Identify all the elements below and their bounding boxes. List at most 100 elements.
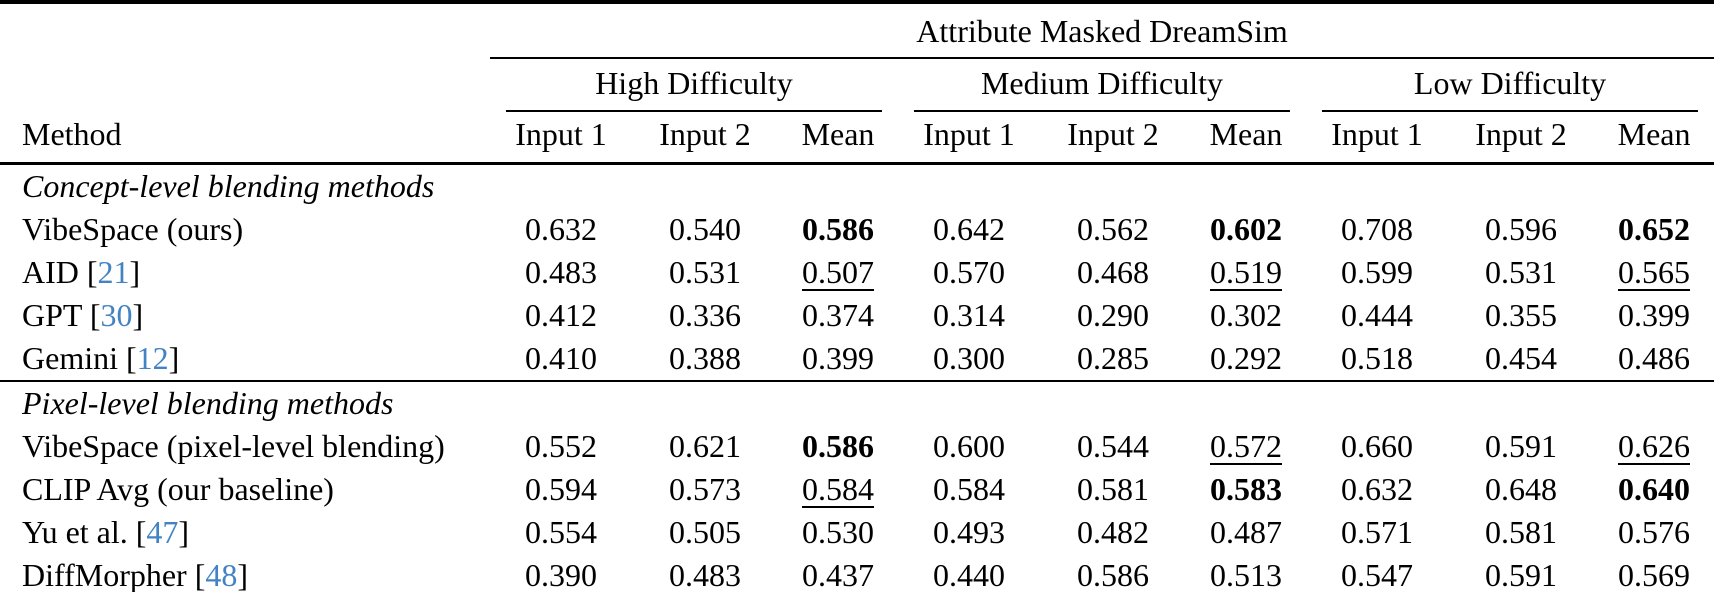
metric-value: 0.468 xyxy=(1077,254,1149,290)
col-header-low-mean: Mean xyxy=(1594,112,1714,165)
group-header-medium: Medium Difficulty xyxy=(898,58,1306,112)
value-cell: 0.562 xyxy=(1040,208,1186,251)
table-row: VibeSpace (ours) 0.632 0.540 0.586 0.642 0.56… xyxy=(0,208,1714,251)
metric-value: 0.570 xyxy=(933,254,1005,290)
metric-value: 0.632 xyxy=(525,211,597,247)
metric-value: 0.388 xyxy=(669,340,741,376)
value-cell: 0.547 xyxy=(1306,554,1448,592)
citation-link[interactable]: 48 xyxy=(205,557,238,592)
value-cell: 0.399 xyxy=(1594,294,1714,337)
value-cell: 0.602 xyxy=(1186,208,1306,251)
column-header-row: Method Input 1 Input 2 Mean Input 1 Inpu… xyxy=(0,112,1714,165)
value-cell: 0.599 xyxy=(1306,251,1448,294)
col-header-medium-input1: Input 1 xyxy=(898,112,1040,165)
value-cell: 0.530 xyxy=(778,511,898,554)
metric-value: 0.285 xyxy=(1077,340,1149,376)
value-cell: 0.660 xyxy=(1306,425,1448,468)
value-cell: 0.507 xyxy=(778,251,898,294)
value-cell: 0.483 xyxy=(490,251,632,294)
value-cell: 0.581 xyxy=(1448,511,1594,554)
value-cell: 0.412 xyxy=(490,294,632,337)
value-cell: 0.648 xyxy=(1448,468,1594,511)
metric-value: 0.483 xyxy=(525,254,597,290)
value-cell: 0.493 xyxy=(898,511,1040,554)
title-row-spacer xyxy=(0,2,490,58)
group-label-medium: Medium Difficulty xyxy=(914,65,1290,112)
value-cell: 0.483 xyxy=(632,554,778,592)
metric-value: 0.290 xyxy=(1077,297,1149,333)
citation-link[interactable]: 47 xyxy=(146,514,179,550)
col-header-high-input2: Input 2 xyxy=(632,112,778,165)
group-row-spacer xyxy=(0,58,490,112)
metric-value: 0.440 xyxy=(933,557,1005,592)
value-cell: 0.388 xyxy=(632,337,778,381)
metric-value: 0.518 xyxy=(1341,340,1413,376)
method-cell: Gemini [12] xyxy=(22,340,180,376)
metric-value: 0.302 xyxy=(1210,297,1282,333)
value-cell: 0.571 xyxy=(1306,511,1448,554)
metric-value: 0.486 xyxy=(1618,340,1691,376)
value-cell: 0.540 xyxy=(632,208,778,251)
metric-value: 0.487 xyxy=(1210,514,1282,550)
method-cell: AID [21] xyxy=(22,254,141,290)
value-cell: 0.302 xyxy=(1186,294,1306,337)
metric-value: 0.314 xyxy=(933,297,1005,333)
metric-value: 0.648 xyxy=(1485,471,1557,507)
metric-value: 0.642 xyxy=(933,211,1005,247)
value-cell: 0.621 xyxy=(632,425,778,468)
value-cell: 0.594 xyxy=(490,468,632,511)
metric-value: 0.562 xyxy=(1077,211,1149,247)
value-cell: 0.581 xyxy=(1040,468,1186,511)
value-cell: 0.519 xyxy=(1186,251,1306,294)
metric-value: 0.660 xyxy=(1341,428,1413,464)
value-cell: 0.573 xyxy=(632,468,778,511)
citation-link[interactable]: 30 xyxy=(100,297,133,333)
citation-link[interactable]: 12 xyxy=(136,340,169,376)
value-cell: 0.513 xyxy=(1186,554,1306,592)
value-cell: 0.586 xyxy=(778,208,898,251)
table-row: Yu et al. [47] 0.554 0.505 0.530 0.493 0.482 0… xyxy=(0,511,1714,554)
metric-value: 0.652 xyxy=(1618,211,1691,247)
value-cell: 0.552 xyxy=(490,425,632,468)
metric-value: 0.530 xyxy=(802,514,874,550)
value-cell: 0.642 xyxy=(898,208,1040,251)
method-cell: DiffMorpher [48] xyxy=(22,557,249,592)
metric-value: 0.632 xyxy=(1341,471,1413,507)
section-label: Pixel-level blending methods xyxy=(0,380,1714,425)
value-cell: 0.600 xyxy=(898,425,1040,468)
metric-value: 0.571 xyxy=(1341,514,1413,550)
value-cell: 0.626 xyxy=(1594,425,1714,468)
metric-value: 0.531 xyxy=(1485,254,1557,290)
value-cell: 0.390 xyxy=(490,554,632,592)
metric-value: 0.599 xyxy=(1341,254,1413,290)
metric-value: 0.482 xyxy=(1077,514,1149,550)
metric-value: 0.584 xyxy=(802,471,874,508)
value-cell: 0.399 xyxy=(778,337,898,381)
value-cell: 0.292 xyxy=(1186,337,1306,381)
value-cell: 0.591 xyxy=(1448,554,1594,592)
value-cell: 0.584 xyxy=(898,468,1040,511)
title-row: Attribute Masked DreamSim xyxy=(0,2,1714,59)
metric-value: 0.621 xyxy=(669,428,741,464)
metric-value: 0.708 xyxy=(1341,211,1413,247)
metric-value: 0.573 xyxy=(669,471,741,507)
col-header-low-input1: Input 1 xyxy=(1306,112,1448,165)
metric-value: 0.399 xyxy=(1618,297,1691,333)
citation-link[interactable]: 21 xyxy=(97,254,130,290)
metric-value: 0.444 xyxy=(1341,297,1413,333)
metric-value: 0.336 xyxy=(669,297,741,333)
metric-value: 0.591 xyxy=(1485,557,1557,592)
table-title: Attribute Masked DreamSim xyxy=(490,2,1714,59)
value-cell: 0.410 xyxy=(490,337,632,381)
group-header-high: High Difficulty xyxy=(490,58,898,112)
method-column-header: Method xyxy=(0,112,490,165)
col-header-high-input1: Input 1 xyxy=(490,112,632,165)
metric-value: 0.586 xyxy=(802,428,874,464)
value-cell: 0.569 xyxy=(1594,554,1714,592)
table-body: Concept-level blending methods VibeSpace … xyxy=(0,164,1714,592)
metric-value: 0.569 xyxy=(1618,557,1691,592)
value-cell: 0.437 xyxy=(778,554,898,592)
value-cell: 0.440 xyxy=(898,554,1040,592)
